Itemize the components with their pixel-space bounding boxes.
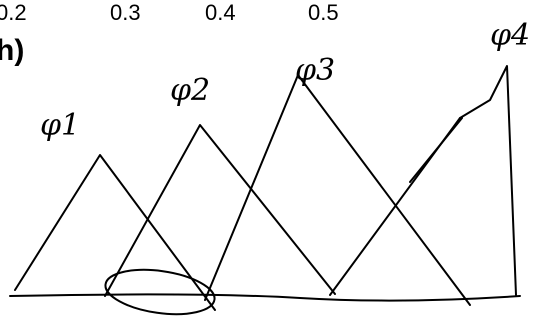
curve [205,75,470,305]
highlight-ellipse [103,264,218,321]
curve [460,66,516,295]
curve-label: φ4 [490,18,530,53]
axis-label: 0.5 [308,0,339,25]
curve [410,118,462,182]
curve [15,155,215,310]
axis-label: 0.4 [205,0,236,25]
axis-label: 0.2 [0,0,27,25]
axis-label: 0.3 [110,0,141,25]
curve-label: φ2 [170,73,210,108]
sketch: 0.2 0.3 0.4 0.5 h) φ1 φ2 φ3 φ4 [0,0,544,326]
curve-label: φ1 [40,108,80,143]
page: {"axis_labels": ["0.2", "0.3", "0.4", "0… [0,0,544,326]
curve-label: φ3 [295,53,335,88]
baseline [10,294,520,300]
panel-label: h) [0,34,24,67]
